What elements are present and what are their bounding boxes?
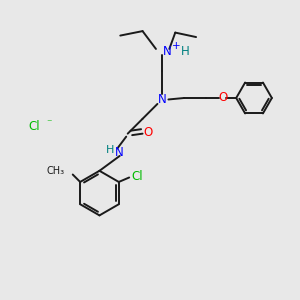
Text: N: N [164, 45, 172, 58]
Text: Cl: Cl [132, 169, 143, 182]
Text: O: O [218, 92, 227, 104]
Text: H: H [106, 145, 114, 155]
Text: +: + [172, 41, 181, 51]
Text: CH₃: CH₃ [46, 166, 64, 176]
Text: O: O [143, 126, 152, 139]
Text: N: N [158, 93, 166, 106]
Text: N: N [115, 146, 124, 160]
Text: ⁻: ⁻ [46, 118, 52, 128]
Text: H: H [181, 45, 190, 58]
Text: Cl: Cl [28, 120, 40, 133]
